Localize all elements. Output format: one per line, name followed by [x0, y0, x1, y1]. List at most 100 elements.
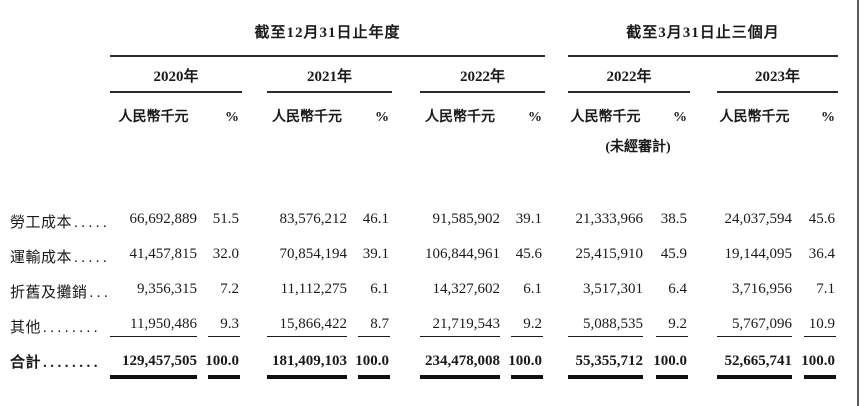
- percent-value: 39.1: [515, 211, 543, 227]
- row-label-text: 運輸成本: [10, 250, 73, 266]
- amount-value: 106,844,961: [425, 246, 500, 262]
- subtotal-rule: [267, 336, 347, 337]
- amount-value: 21,333,966: [575, 211, 644, 227]
- subtotal-rule: [208, 336, 240, 337]
- amount-value: 5,767,096: [717, 310, 793, 345]
- double-rule: [208, 375, 240, 379]
- amount-value: 70,854,194: [279, 246, 348, 262]
- amount-unit-header: 人民幣千元: [118, 110, 189, 125]
- percent-value: 7.2: [220, 281, 239, 297]
- amount-value: 3,517,301: [583, 281, 644, 297]
- percent-header: %: [821, 110, 836, 125]
- subtotal-rule: [110, 336, 197, 337]
- row-label: 折舊及攤銷...: [10, 275, 110, 310]
- row-label-text: 勞工成本: [10, 215, 73, 231]
- double-rule: [568, 375, 644, 379]
- amount-unit-header: 人民幣千元: [425, 110, 495, 125]
- percent-value: 10.9: [792, 310, 838, 345]
- subtotal-rule: [656, 336, 689, 337]
- dot-leader: .....: [74, 215, 111, 231]
- amount-value: 14,327,602: [432, 281, 501, 297]
- total-percent-value: 100.0: [197, 345, 242, 387]
- percent-header: %: [528, 110, 543, 125]
- subtotal-rule: [568, 336, 644, 337]
- double-rule: [511, 375, 544, 379]
- section-gap: [545, 16, 568, 56]
- amount-value: 9,356,315: [137, 281, 197, 297]
- amount-unit-header: 人民幣千元: [272, 110, 342, 125]
- unit-header-row: 人民幣千元 % 人民幣千元 % 人民幣千元 % 人民幣千元 % 人民幣千元 %: [10, 92, 838, 129]
- percent-value: 39.1: [362, 246, 389, 262]
- amount-value: 83,576,212: [279, 211, 348, 227]
- percent-value: 51.5: [212, 211, 239, 227]
- table-row-total: 合計........ 129,457,505 100.0 181,409,103…: [10, 345, 838, 387]
- row-label: 運輸成本.....: [10, 240, 110, 275]
- percent-value: 38.5: [660, 211, 688, 227]
- corner-cell: [10, 16, 110, 56]
- row-label: 其他........: [10, 310, 110, 345]
- amount-unit-header: 人民幣千元: [719, 110, 790, 125]
- percent-value: 9.2: [643, 310, 690, 345]
- percent-value: 6.1: [370, 281, 389, 297]
- row-label-text: 折舊及攤銷: [10, 285, 88, 301]
- amount-value: 25,415,910: [575, 246, 644, 262]
- amount-value: 15,866,422: [267, 310, 347, 345]
- subtotal-rule: [358, 336, 390, 337]
- subtotal-rule: [511, 336, 544, 337]
- year-header-row: 2020年 2021年 2022年 2022年 2023年: [10, 56, 839, 93]
- percent-value: 32.0: [212, 246, 239, 262]
- percent-value: 45.9: [660, 246, 688, 262]
- row-label-text: 合計: [10, 355, 42, 371]
- percent-header: %: [375, 110, 389, 125]
- year-header-2020: 2020年: [110, 56, 242, 93]
- amount-value: 91,585,902: [432, 211, 501, 227]
- double-rule: [656, 375, 689, 379]
- year-header-2022-q1: 2022年: [568, 56, 691, 93]
- total-percent-value: 100.0: [643, 345, 690, 387]
- total-amount-value: 129,457,505: [110, 345, 197, 387]
- period-header-annual: 截至12月31日止年度: [110, 16, 546, 57]
- total-percent-value: 100.0: [347, 345, 392, 387]
- year-header-2023-q1: 2023年: [717, 56, 839, 93]
- percent-header: %: [673, 110, 688, 125]
- row-label: 勞工成本.....: [10, 205, 110, 240]
- subtotal-rule: [717, 336, 793, 337]
- percent-value: 6.4: [668, 281, 688, 297]
- unaudited-note-row: (未經審計): [10, 129, 838, 159]
- subtotal-rule: [420, 336, 500, 337]
- amount-value: 19,144,095: [724, 246, 793, 262]
- amount-value: 21,719,543: [420, 310, 500, 345]
- year-header-2022: 2022年: [420, 56, 546, 93]
- period-header-quarterly: 截至3月31日止三個月: [568, 16, 839, 57]
- amount-value: 66,692,889: [129, 211, 198, 227]
- spacer-row: [10, 159, 838, 205]
- double-rule: [717, 375, 793, 379]
- total-percent-value: 100.0: [792, 345, 838, 387]
- table-row-others: 其他........ 11,950,486 9.3 15,866,422 8.7…: [10, 310, 838, 345]
- percent-value: 46.1: [362, 211, 389, 227]
- total-percent-value: 100.0: [500, 345, 545, 387]
- total-amount-value: 52,665,741: [717, 345, 793, 387]
- row-label-text: 其他: [10, 320, 42, 336]
- amount-value: 5,088,535: [568, 310, 644, 345]
- amount-value: 3,716,956: [732, 281, 793, 297]
- amount-value: 11,112,275: [280, 281, 347, 297]
- percent-value: 9.3: [197, 310, 242, 345]
- amount-value: 41,457,815: [129, 246, 198, 262]
- double-rule: [110, 375, 197, 379]
- dot-leader: ........: [43, 355, 102, 371]
- row-label: 合計........: [10, 345, 110, 387]
- double-rule: [420, 375, 500, 379]
- subtotal-rule: [804, 336, 837, 337]
- total-amount-value: 181,409,103: [267, 345, 347, 387]
- total-amount-value: 234,478,008: [420, 345, 500, 387]
- double-rule: [804, 375, 837, 379]
- page-border-line: [857, 0, 859, 406]
- percent-header: %: [225, 110, 239, 125]
- percent-value: 8.7: [347, 310, 392, 345]
- double-rule: [267, 375, 347, 379]
- percent-value: 45.6: [515, 246, 543, 262]
- amount-value: 24,037,594: [724, 211, 793, 227]
- percent-value: 45.6: [808, 211, 836, 227]
- percent-value: 9.2: [500, 310, 545, 345]
